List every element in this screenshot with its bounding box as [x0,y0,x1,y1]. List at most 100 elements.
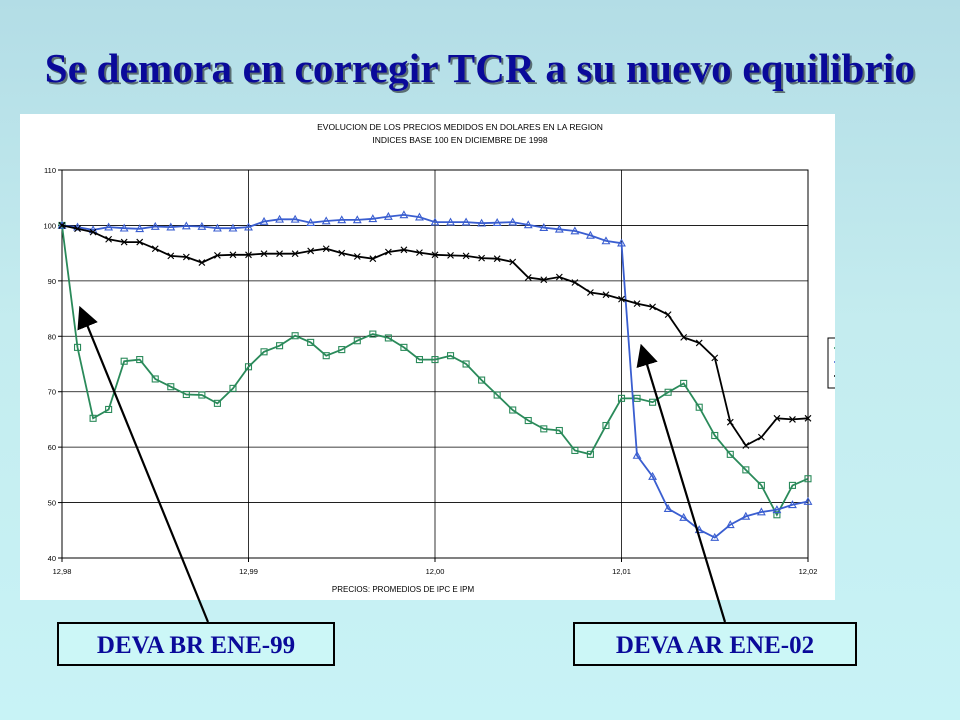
point-brasil [680,379,688,387]
point-brasil [711,431,719,440]
point-uruguay [338,249,346,257]
y-tick-label: 40 [48,554,56,563]
point-uruguay [260,250,268,258]
point-uruguay [89,228,97,236]
point-uruguay [478,254,486,262]
y-tick-label: 90 [48,277,56,286]
point-brasil [757,481,765,489]
point-brasil [804,475,812,483]
x-tick-label: 12,00 [426,567,445,576]
point-brasil [73,343,82,351]
point-argentina [446,217,455,226]
point-argentina [648,471,658,480]
point-uruguay [416,249,423,256]
point-brasil [571,446,579,455]
point-uruguay [462,252,470,260]
point-brasil [524,416,532,425]
chart-subtitle: INDICES BASE 100 EN DICIEMBRE DE 1998 [372,135,548,145]
point-uruguay [151,245,159,253]
point-brasil [633,394,641,402]
x-axis-title: PRECIOS: PROMEDIOS DE IPC E IPM [332,585,475,594]
point-brasil [773,511,781,519]
point-brasil [244,363,253,371]
point-uruguay [198,259,206,266]
point-uruguay [587,289,594,296]
point-uruguay [353,253,361,260]
point-argentina [492,218,502,227]
point-brasil [400,343,408,351]
point-uruguay [602,291,610,299]
arrow-brasil [77,305,210,623]
point-brasil [586,450,594,458]
point-argentina [772,505,782,514]
point-brasil [742,466,750,474]
x-tick-label: 12,01 [612,567,631,576]
point-argentina [306,218,316,227]
point-argentina [119,223,129,232]
point-uruguay [74,225,81,233]
point-argentina [228,223,238,232]
point-argentina [244,222,253,231]
point-brasil [649,398,657,406]
point-argentina [539,223,549,231]
y-tick-label: 50 [48,499,56,508]
point-uruguay [757,433,765,441]
point-uruguay [58,222,66,229]
point-argentina [135,224,145,233]
point-brasil [120,357,128,365]
point-brasil [540,425,548,433]
point-argentina [290,214,300,223]
y-tick-label: 110 [44,166,56,175]
point-uruguay [680,334,688,341]
point-uruguay [276,250,283,258]
callout-deva-br: DEVA BR ENE-99 [57,622,335,666]
point-uruguay [182,253,190,261]
point-argentina [585,230,595,239]
point-uruguay [633,300,641,307]
point-brasil [462,360,470,368]
point-uruguay [664,311,672,319]
point-brasil [229,384,237,392]
point-uruguay [695,339,703,347]
point-uruguay [167,252,175,260]
point-brasil [788,481,797,489]
y-tick-label: 70 [48,388,56,397]
point-uruguay [400,246,408,254]
point-uruguay [431,251,439,259]
point-argentina [197,221,207,230]
point-argentina [181,221,191,230]
point-brasil [136,356,144,364]
point-argentina [617,238,626,247]
point-uruguay [307,247,315,255]
point-brasil [338,346,346,354]
point-brasil [384,334,392,342]
point-uruguay [214,251,221,259]
point-argentina [601,236,611,245]
point-brasil [151,375,159,383]
point-uruguay [136,238,144,246]
point-brasil [726,450,734,458]
y-tick-label: 100 [43,221,56,230]
point-brasil [555,426,563,435]
point-uruguay [105,235,113,243]
point-brasil [260,348,268,356]
point-brasil [493,391,501,399]
point-brasil [415,356,424,364]
point-uruguay [618,295,625,303]
point-uruguay [555,273,563,281]
point-uruguay [524,274,532,281]
point-uruguay [789,416,796,423]
series-line-argentina [61,213,809,539]
point-argentina [632,450,642,459]
point-brasil [198,391,206,399]
point-uruguay [291,250,299,258]
point-argentina [368,214,378,223]
point-uruguay [742,442,750,449]
point-uruguay [369,255,377,263]
point-brasil [89,414,97,422]
point-argentina [415,212,424,221]
point-argentina [212,223,222,232]
point-argentina [508,217,518,226]
point-brasil [307,338,315,346]
point-brasil [182,390,190,399]
